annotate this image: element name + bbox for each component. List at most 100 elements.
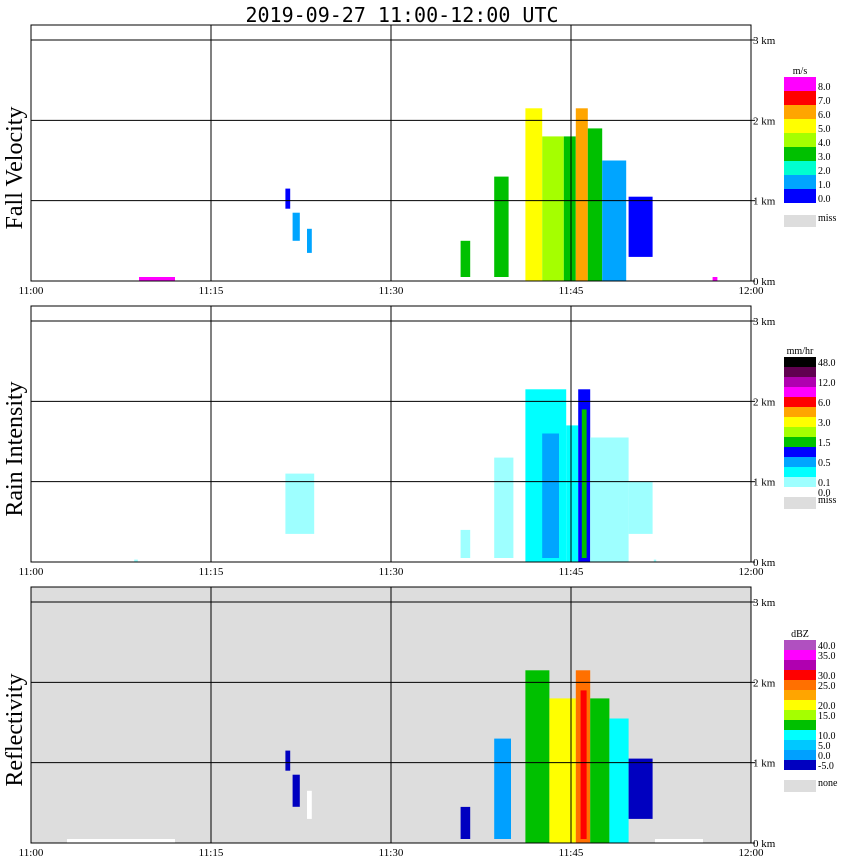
- echo-cell-3-13: [628, 758, 653, 819]
- colorbar-label: 35.0: [818, 651, 836, 662]
- x-tick-label: 11:30: [379, 285, 404, 297]
- colorbar-label: 40.0: [818, 641, 836, 652]
- colorbar-unit: mm/hr: [787, 346, 814, 357]
- colorbar-label: 6.0: [818, 398, 831, 409]
- echo-cell-3-14: [655, 839, 703, 843]
- colorbar-swatch: [784, 377, 816, 387]
- x-tick-label: 11:45: [559, 285, 584, 297]
- colorbar-swatch: [784, 670, 816, 680]
- colorbar-label: -5.0: [818, 761, 834, 772]
- colorbar-swatch: [784, 175, 816, 189]
- colorbar-swatch: [784, 417, 816, 427]
- echo-cell-3-2: [285, 750, 291, 771]
- colorbar-swatch: [784, 700, 816, 710]
- colorbar-label: 30.0: [818, 671, 836, 682]
- colorbar-swatch: [784, 457, 816, 467]
- colorbar-swatch: [784, 477, 816, 487]
- colorbar-swatch: [784, 407, 816, 417]
- colorbar-swatch: [784, 91, 816, 105]
- echo-cell-3-5: [460, 806, 471, 839]
- plot-frame: [30, 24, 752, 282]
- colorbar-label: 6.0: [818, 110, 831, 121]
- colorbar-label: 5.0: [818, 741, 831, 752]
- colorbar-missing-label: none: [818, 778, 838, 789]
- echo-cell-1-7: [525, 108, 543, 281]
- echo-cell-1-2: [285, 188, 291, 209]
- echo-cell-2-6: [542, 433, 559, 558]
- echo-cell-3-8: [549, 698, 576, 843]
- y-tick-label: 2 km: [753, 677, 776, 689]
- echo-cell-3-12: [609, 718, 629, 843]
- y-tick-label: 1 km: [753, 477, 776, 489]
- colorbar-missing-swatch: [784, 497, 816, 509]
- echo-cell-3-11: [590, 698, 610, 843]
- plot-frame: [30, 586, 752, 844]
- echo-cell-1-13: [628, 196, 653, 257]
- colorbar-label: 12.0: [818, 378, 836, 389]
- y-tick-label: 3 km: [753, 316, 776, 328]
- colorbar-label: 15.0: [818, 711, 836, 722]
- y-tick-label: 1 km: [753, 196, 776, 208]
- colorbar-label: 8.0: [818, 82, 831, 93]
- colorbar-swatch: [784, 133, 816, 147]
- colorbar-swatch: [784, 750, 816, 760]
- colorbar-swatch: [784, 161, 816, 175]
- colorbar-label: 48.0: [818, 358, 836, 369]
- echo-cell-3-7: [525, 670, 550, 843]
- colorbar-label: 2.0: [818, 166, 831, 177]
- echo-cell-1-11: [587, 128, 603, 281]
- colorbar-label: 0.0: [818, 194, 831, 205]
- y-axis-title: Fall Velocity: [2, 107, 28, 230]
- echo-cell-2-2: [285, 473, 315, 534]
- colorbar-label: 25.0: [818, 681, 836, 692]
- colorbar-swatch: [784, 760, 816, 770]
- y-tick-label: 0 km: [753, 276, 776, 288]
- colorbar-swatch: [784, 650, 816, 660]
- figure-title: 2019-09-27 11:00-12:00 UTC: [245, 3, 558, 27]
- colorbar-swatch: [784, 740, 816, 750]
- echo-cell-2-12: [653, 559, 657, 562]
- colorbar-missing-label: miss: [818, 213, 836, 224]
- colorbar-swatch: [784, 680, 816, 690]
- y-axis-title: Reflectivity: [2, 673, 28, 786]
- x-tick-label: 11:45: [559, 847, 584, 859]
- echo-cell-1-1: [139, 277, 175, 281]
- colorbar-label: 1.5: [818, 438, 831, 449]
- echo-cell-1-5: [460, 240, 471, 277]
- x-tick-label: 11:30: [379, 566, 404, 578]
- echo-cell-2-4: [494, 457, 514, 558]
- echo-cell-1-4: [307, 228, 312, 253]
- colorbar-label: 10.0: [818, 731, 836, 742]
- colorbar-swatch: [784, 105, 816, 119]
- colorbar-swatch: [784, 690, 816, 700]
- colorbar-label: 5.0: [818, 124, 831, 135]
- colorbar-swatch: [784, 189, 816, 203]
- echo-cell-2-11: [628, 481, 653, 534]
- echo-cell-2-1: [134, 559, 138, 562]
- colorbar-swatch: [784, 147, 816, 161]
- colorbar-label: 3.0: [818, 418, 831, 429]
- x-tick-label: 11:15: [199, 847, 224, 859]
- echo-cell-3-4: [307, 790, 312, 819]
- y-tick-label: 3 km: [753, 597, 776, 609]
- colorbar-swatch: [784, 387, 816, 397]
- colorbar-missing-swatch: [784, 215, 816, 227]
- colorbar-swatch: [784, 77, 816, 91]
- echo-cell-1-6: [494, 176, 509, 277]
- echo-cell-2-7: [566, 425, 579, 562]
- echo-cell-2-3: [460, 529, 471, 558]
- echo-cell-1-14: [712, 277, 718, 281]
- colorbar-label: 1.0: [818, 180, 831, 191]
- echo-cell-1-9: [563, 136, 576, 281]
- x-tick-label: 11:00: [19, 566, 44, 578]
- y-tick-label: 3 km: [753, 35, 776, 47]
- echo-cell-3-10: [580, 690, 587, 839]
- echo-cell-3-3: [292, 774, 300, 807]
- colorbar-swatch: [784, 367, 816, 377]
- colorbar-swatch: [784, 710, 816, 720]
- echo-cell-1-3: [292, 212, 300, 241]
- colorbar-missing-label: miss: [818, 495, 836, 506]
- x-tick-label: 11:00: [19, 285, 44, 297]
- colorbar-swatch: [784, 660, 816, 670]
- echo-cell-3-1: [67, 839, 175, 843]
